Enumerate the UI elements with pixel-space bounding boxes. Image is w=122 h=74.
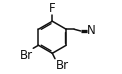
- Text: Br: Br: [56, 59, 69, 72]
- Text: N: N: [87, 24, 96, 37]
- Text: Br: Br: [19, 49, 33, 62]
- Text: F: F: [49, 2, 56, 15]
